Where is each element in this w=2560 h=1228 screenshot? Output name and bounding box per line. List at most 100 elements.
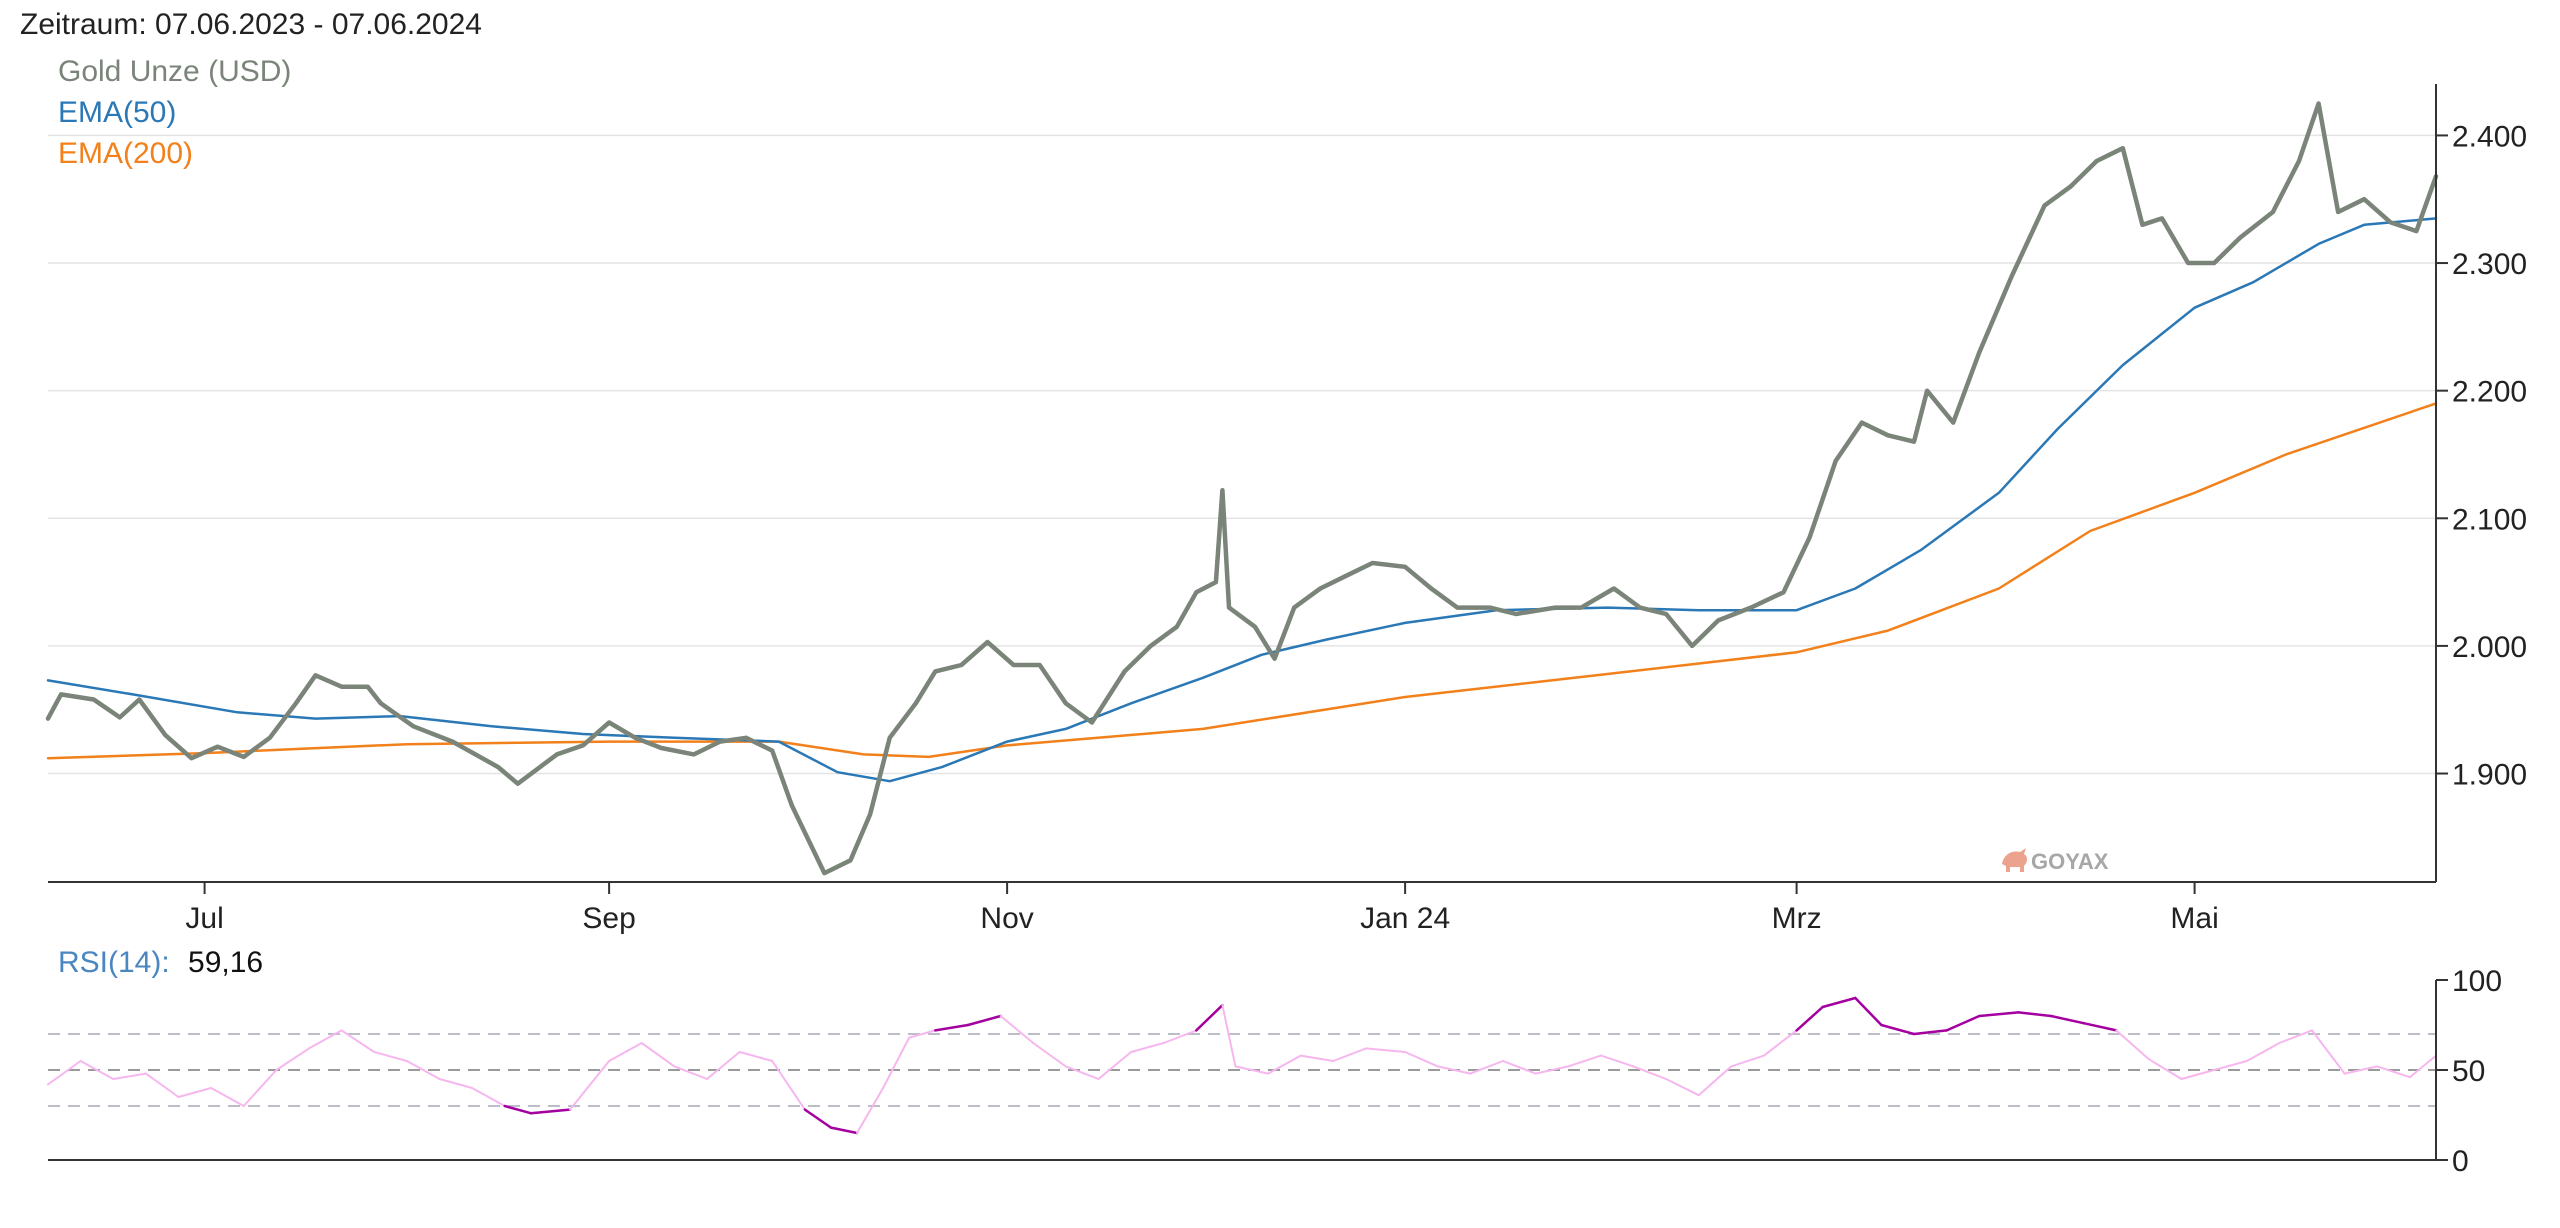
rsi-segment-59 (1912, 1029, 1948, 1036)
rsi-segment-27 (908, 1029, 937, 1039)
rsi-segment-61 (1978, 1011, 2020, 1018)
rsi-segment-54 (1763, 1029, 1798, 1057)
main-gridlines (48, 134, 2436, 775)
rsi-reference-lines (48, 1033, 2436, 1107)
rsi-segment-11 (405, 1060, 441, 1080)
rsi-segment-19 (673, 1065, 708, 1080)
rsi-segment-8 (308, 1029, 343, 1050)
series-line-gold-unze-usd- (45, 101, 2439, 876)
x-tick-label-3: Jan 24 (1360, 902, 1450, 935)
rsi-segment-60 (1945, 1014, 1981, 1032)
rsi-segment-44 (1436, 1065, 1472, 1075)
rsi-segment-0 (47, 1060, 82, 1086)
rsi-segment-23 (803, 1108, 833, 1129)
x-tick-label-5: Mai (2170, 902, 2218, 935)
watermark-text: GOYAX (2031, 849, 2109, 874)
y-tick-label-3: 2.200 (2452, 376, 2527, 409)
x-tick-label-0: Jul (185, 902, 223, 935)
rsi-series-group (47, 996, 2437, 1135)
rsi-y-tick-label-0: 0 (2452, 1145, 2469, 1178)
rsi-segment-33 (1097, 1051, 1133, 1080)
rsi-segment-36 (1195, 1003, 1224, 1032)
rsi-segment-41 (1332, 1047, 1367, 1062)
rsi-segment-39 (1267, 1054, 1302, 1075)
rsi-segment-4 (177, 1087, 213, 1098)
bull-icon (2002, 848, 2027, 872)
rsi-segment-14 (503, 1104, 533, 1115)
rsi-segment-72 (2343, 1065, 2379, 1075)
rsi-segment-52 (1697, 1065, 1733, 1097)
period-label: Zeitraum: 07.06.2023 - 07.06.2024 (20, 8, 482, 41)
rsi-title-group: RSI(14): 59,16 (58, 946, 263, 979)
rsi-segment-48 (1567, 1054, 1602, 1068)
y-tick-label-0: 1.900 (2452, 759, 2527, 792)
rsi-segment-71 (2311, 1029, 2346, 1075)
rsi-segment-15 (529, 1108, 572, 1115)
rsi-segment-30 (999, 1015, 1035, 1044)
legend-entry-1: EMA(50) (58, 96, 176, 129)
rsi-segment-43 (1404, 1051, 1439, 1068)
rsi-segment-1 (79, 1060, 115, 1080)
y-tick-label-2: 2.100 (2452, 503, 2527, 536)
rsi-segment-16 (569, 1060, 611, 1111)
rsi-segment-37 (1221, 1004, 1237, 1068)
rsi-segment-31 (1032, 1042, 1067, 1068)
rsi-segment-74 (2408, 1054, 2437, 1079)
rsi-current-value: 59,16 (188, 946, 263, 979)
rsi-segment-5 (210, 1087, 245, 1107)
rsi-y-tick-label-1: 50 (2452, 1055, 2485, 1088)
rsi-segment-32 (1064, 1065, 1100, 1080)
rsi-segment-2 (112, 1072, 147, 1080)
rsi-segment-66 (2147, 1058, 2183, 1080)
x-tick-label-1: Sep (582, 902, 635, 935)
rsi-segment-50 (1632, 1065, 1668, 1080)
rsi-segment-56 (1821, 996, 1857, 1009)
rsi-axes: 0 50 100 (48, 965, 2502, 1178)
rsi-segment-10 (373, 1051, 408, 1062)
rsi-segment-68 (2213, 1060, 2248, 1071)
rsi-segment-38 (1234, 1065, 1270, 1075)
rsi-segment-65 (2115, 1029, 2150, 1061)
rsi-segment-57 (1854, 996, 1883, 1027)
rsi-segment-12 (438, 1078, 474, 1089)
x-tick-label-2: Nov (980, 902, 1033, 935)
rsi-segment-53 (1730, 1054, 1765, 1068)
rsi-segment-69 (2245, 1042, 2281, 1062)
main-series-group (45, 101, 2439, 876)
rsi-segment-26 (882, 1036, 911, 1089)
rsi-segment-40 (1299, 1054, 1335, 1062)
rsi-segment-46 (1502, 1060, 1537, 1075)
y-tick-label-5: 2.400 (2452, 120, 2527, 153)
svg-text:RSI(14): 59,16: RSI(14): 59,16 (58, 946, 263, 979)
rsi-segment-45 (1469, 1060, 1504, 1075)
rsi-segment-29 (966, 1014, 1002, 1027)
rsi-segment-42 (1365, 1047, 1407, 1053)
rsi-segment-9 (340, 1029, 376, 1053)
rsi-segment-13 (471, 1087, 506, 1107)
rsi-segment-35 (1162, 1029, 1198, 1044)
rsi-segment-62 (2017, 1011, 2053, 1018)
main-legend: Gold Unze (USD) EMA(50) EMA(200) (58, 55, 291, 170)
rsi-segment-63 (2049, 1014, 2085, 1025)
rsi-segment-34 (1130, 1042, 1165, 1053)
rsi-segment-20 (706, 1051, 741, 1080)
rsi-segment-21 (738, 1051, 774, 1062)
rsi-segment-67 (2180, 1069, 2216, 1080)
rsi-segment-17 (608, 1042, 643, 1062)
series-line-ema-50- (46, 217, 2438, 783)
rsi-segment-51 (1665, 1078, 1700, 1097)
rsi-segment-70 (2278, 1029, 2313, 1044)
rsi-segment-64 (2082, 1021, 2118, 1032)
rsi-segment-58 (1880, 1023, 1916, 1036)
rsi-y-tick-label-2: 100 (2452, 965, 2502, 998)
rsi-segment-7 (275, 1047, 310, 1071)
legend-entry-2: EMA(200) (58, 137, 193, 170)
y-tick-label-4: 2.300 (2452, 248, 2527, 281)
x-tick-label-4: Mrz (1772, 902, 1822, 935)
rsi-segment-18 (640, 1042, 676, 1068)
main-axes: 1.900 2.000 2.100 2.200 2.300 2.400 Jul Sep Nov J… (48, 84, 2527, 935)
rsi-segment-73 (2376, 1065, 2411, 1079)
rsi-segment-25 (856, 1087, 885, 1134)
rsi-segment-3 (144, 1072, 180, 1098)
